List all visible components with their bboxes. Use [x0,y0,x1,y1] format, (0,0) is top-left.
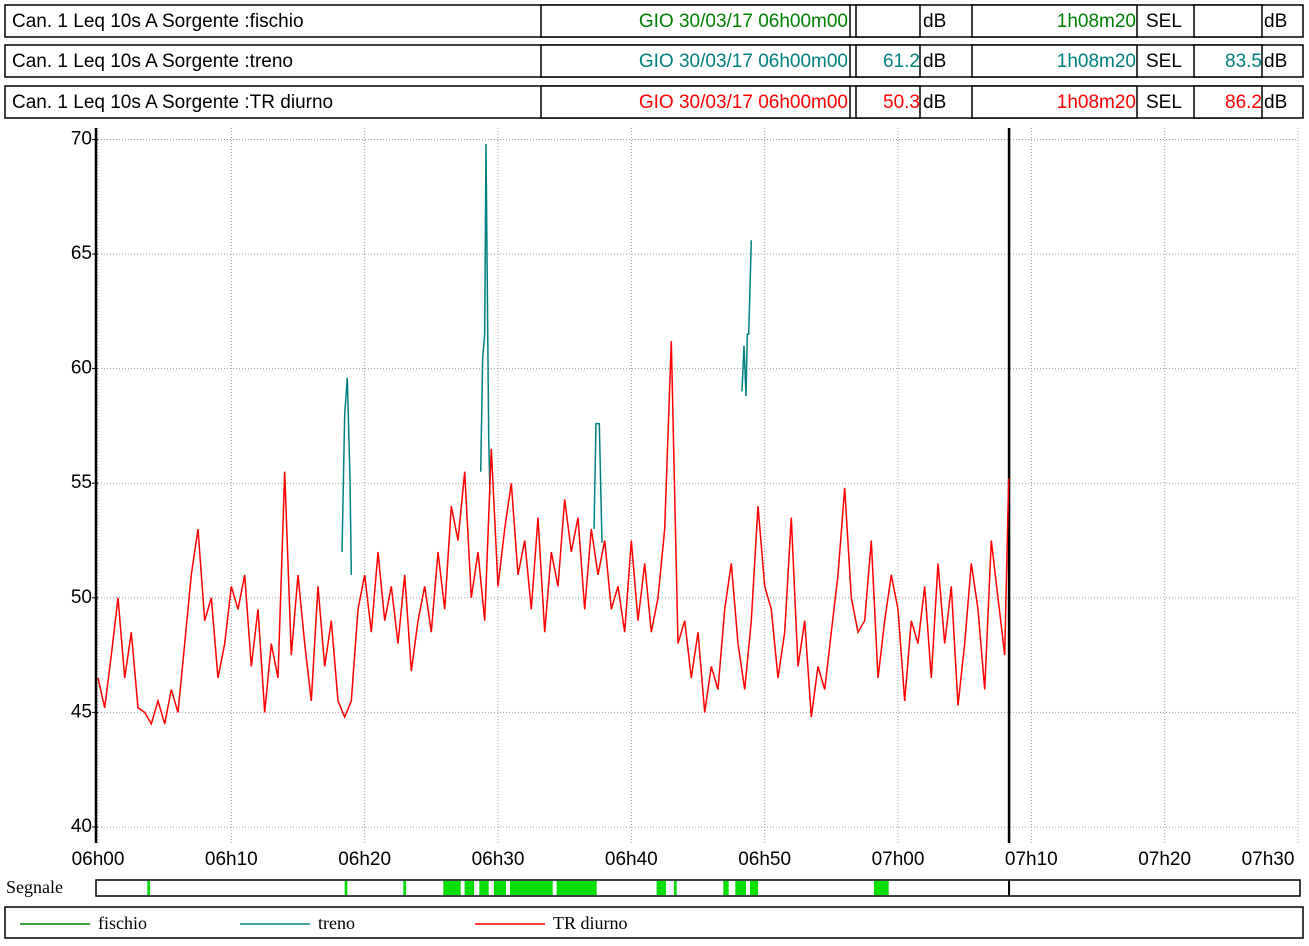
legend-box [4,906,1304,939]
sel-value: 86.2 [1225,92,1262,113]
x-tick-label: 07h20 [1138,849,1191,870]
series-line [341,143,753,575]
cell [855,44,921,78]
cell [540,85,851,119]
x-tick-label: 07h00 [872,849,925,870]
unit: dB [923,51,946,72]
signal-mark [656,881,666,895]
unit: dB [1264,51,1287,72]
source-label: Can. 1 Leq 10s A Sorgente :treno [12,51,293,72]
leq-value: 50.3 [883,92,920,113]
date: GIO 30/03/17 06h00m00 [639,51,848,72]
date: GIO 30/03/17 06h00m00 [639,11,848,32]
cell [540,4,851,38]
sel-value: 83.5 [1225,51,1262,72]
signal-mark [510,881,553,895]
y-tick-label: 70 [71,128,92,149]
x-tick-label: 06h30 [472,849,525,870]
cell [855,4,921,38]
cell [1193,44,1263,78]
unit: dB [1264,92,1287,113]
cell [971,44,1138,78]
signal-mark [479,881,489,895]
sel-label: SEL [1146,51,1182,72]
x-tick-label: 06h40 [605,849,658,870]
y-tick-label: 65 [71,243,92,264]
plot-frame [5,128,1303,868]
source-label: Can. 1 Leq 10s A Sorgente :TR diurno [12,92,333,113]
source-label: Can. 1 Leq 10s A Sorgente :fischio [12,11,304,32]
sel-label: SEL [1146,11,1182,32]
signal-mark [556,881,597,895]
signal-mark [443,881,461,895]
y-tick-label: 60 [71,358,92,379]
cell [855,85,921,119]
duration: 1h08m20 [1057,51,1136,72]
cell [971,4,1138,38]
series-line [97,341,1010,726]
y-tick-label: 50 [71,587,92,608]
legend-label: treno [318,913,355,933]
cell [540,44,851,78]
y-tick-label: 45 [71,701,92,722]
unit: dB [923,11,946,32]
x-tick-label: 06h20 [338,849,391,870]
signal-mark [464,881,474,895]
legend-label: TR diurno [553,913,628,933]
x-tick-label: 06h00 [72,849,125,870]
signal-mark [723,881,729,895]
duration: 1h08m20 [1057,92,1136,113]
sel-label: SEL [1146,92,1182,113]
x-tick-label: 06h50 [738,849,791,870]
signal-mark [750,881,758,895]
signal-mark [735,881,746,895]
x-tick-label: 07h10 [1005,849,1058,870]
y-tick-label: 40 [71,816,92,837]
cell [1193,4,1263,38]
x-tick-label: 06h10 [205,849,258,870]
unit: dB [1264,11,1287,32]
signal-mark [674,881,677,895]
duration: 1h08m20 [1057,11,1136,32]
y-tick-label: 55 [71,472,92,493]
date: GIO 30/03/17 06h00m00 [639,92,848,113]
unit: dB [923,92,946,113]
signal-mark [874,881,889,895]
signal-bar [95,879,1301,897]
leq-value: 61.2 [883,51,920,72]
signal-label: Segnale [6,877,63,897]
cell [1193,85,1263,119]
cell [971,85,1138,119]
signal-mark [403,881,406,895]
x-tick-label: 07h30 [1242,849,1295,870]
legend-label: fischio [98,913,147,933]
signal-mark [494,881,506,895]
signal-mark [147,881,150,895]
signal-mark [344,881,348,895]
